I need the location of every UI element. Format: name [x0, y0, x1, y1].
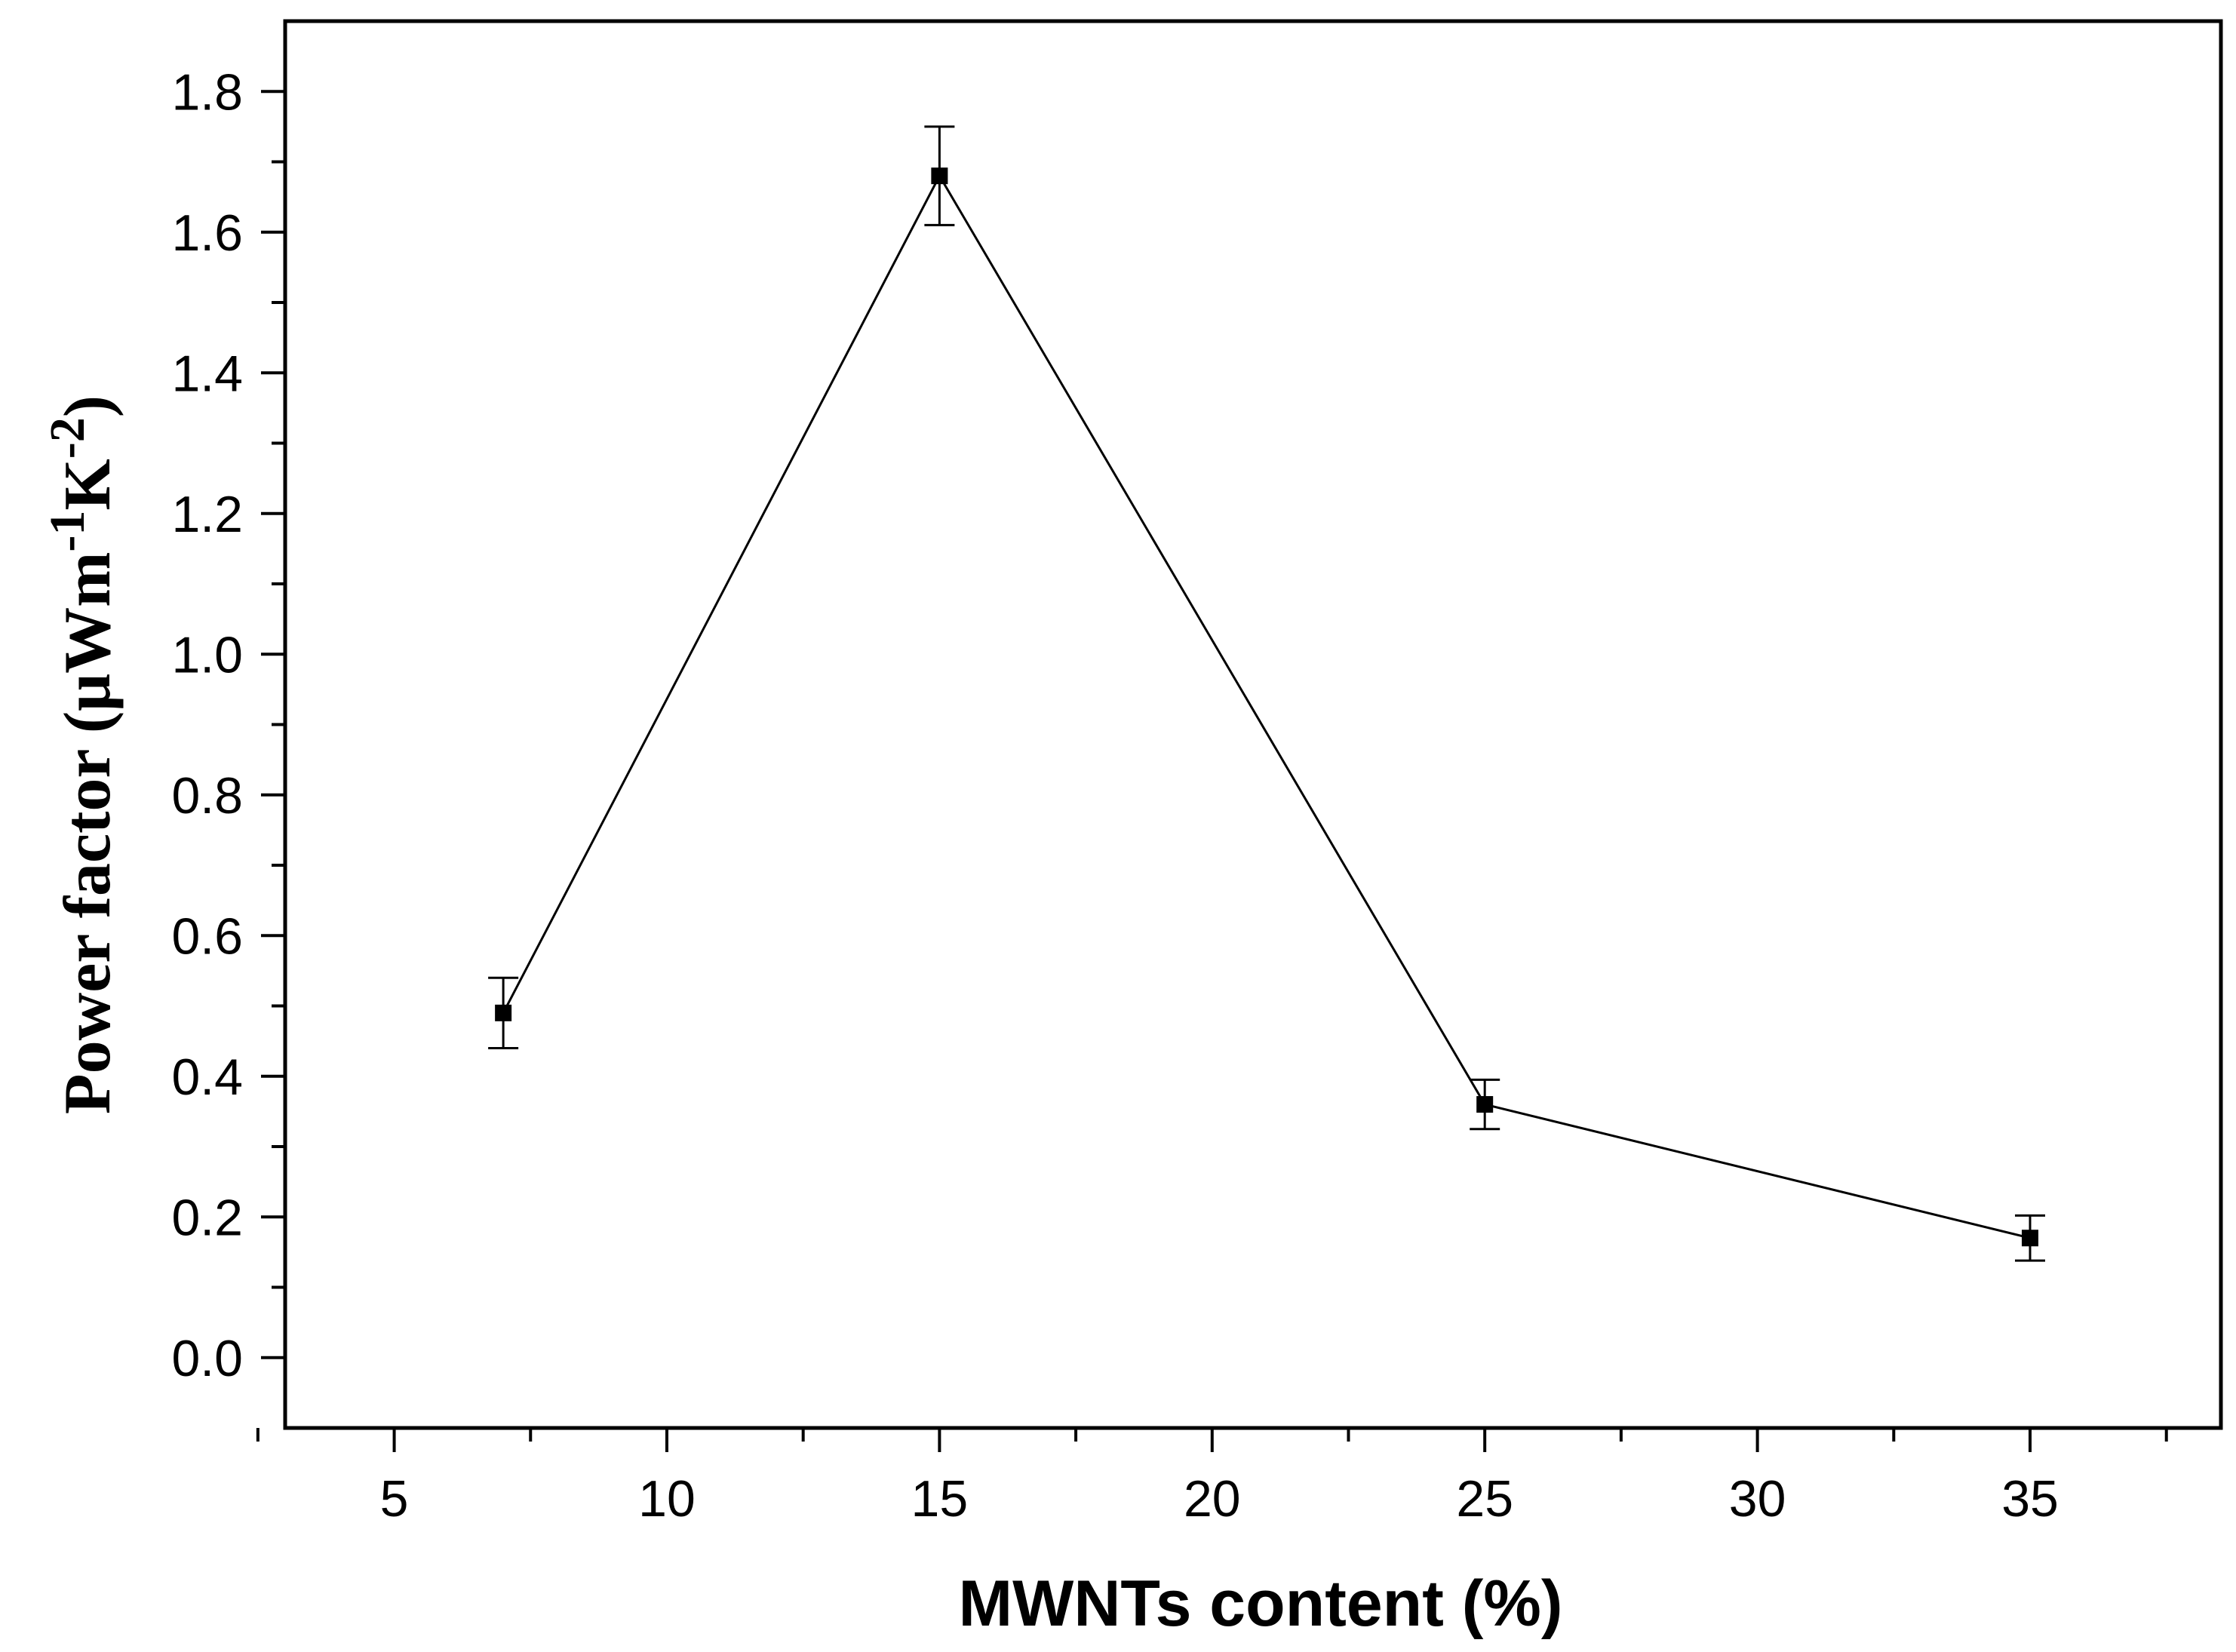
data-point	[931, 167, 948, 185]
y-axis-label-prefix: Power factor (μWm	[51, 552, 124, 1114]
y-axis-label-suffix: )	[51, 395, 124, 417]
y-tick-label: 0.0	[171, 1330, 243, 1387]
data-point	[2022, 1230, 2039, 1247]
y-axis-label-sup2: -2	[40, 417, 95, 459]
x-tick-label: 5	[380, 1470, 409, 1528]
y-tick-label: 0.6	[171, 907, 243, 965]
x-tick-label: 30	[1729, 1470, 1786, 1528]
y-ticks: 0.0 0.2 0.4 0.6 0.8 1.0 1.2 1.4 1.6 1.8	[171, 63, 285, 1387]
y-tick-label: 1.0	[171, 626, 243, 683]
axes	[283, 19, 2223, 1430]
series-line	[502, 173, 2031, 1239]
data-point	[495, 1004, 512, 1021]
x-tick-label: 20	[1184, 1470, 1241, 1528]
y-tick-label: 1.2	[171, 486, 243, 543]
x-tick-label: 10	[638, 1470, 696, 1528]
plot-frame	[283, 19, 2223, 1430]
y-axis-label: Power factor (μWm-1K-2)	[40, 395, 124, 1114]
x-tick-label: 15	[911, 1470, 969, 1528]
data-point	[1476, 1096, 1494, 1113]
x-tick-label: 35	[2001, 1470, 2059, 1528]
y-axis-label-sup1: -1	[40, 511, 95, 552]
x-ticks: 5 10 15 20 25 30 35	[256, 1428, 2168, 1528]
y-tick-label: 0.8	[171, 767, 243, 824]
y-tick-label: 0.2	[171, 1189, 243, 1246]
x-axis-label: MWNTs content (%)	[959, 1568, 1563, 1640]
series	[488, 125, 2046, 1262]
y-tick-label: 0.4	[171, 1049, 243, 1106]
y-tick-label: 1.8	[171, 63, 243, 121]
x-tick-label: 25	[1456, 1470, 1513, 1528]
y-axis-label-mid: K	[51, 459, 124, 510]
y-tick-label: 1.6	[171, 204, 243, 262]
y-tick-label: 1.4	[171, 345, 243, 402]
